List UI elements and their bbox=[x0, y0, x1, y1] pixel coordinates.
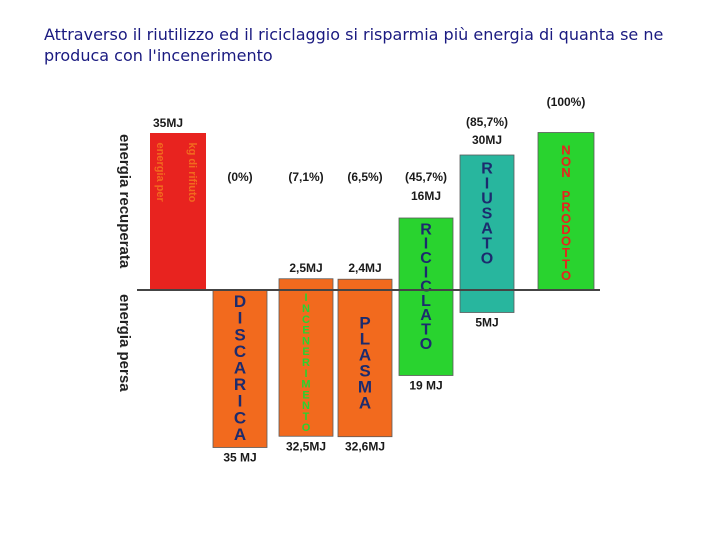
category-label-letter: A bbox=[234, 425, 246, 444]
category-label-letter: O bbox=[561, 154, 571, 169]
category-label-letter: O bbox=[302, 422, 311, 434]
bar-lost bbox=[337, 289, 393, 438]
category-label-letter: A bbox=[481, 220, 493, 237]
value-label-bottom: 32,5MJ bbox=[286, 439, 326, 453]
category-label-letter: D bbox=[234, 292, 246, 311]
value-label-top: 2,5MJ bbox=[289, 261, 322, 275]
category-label-letter: L bbox=[360, 329, 370, 348]
category-label-letter: S bbox=[359, 361, 370, 380]
category-label-letter: O bbox=[561, 211, 571, 226]
category-label-letter: O bbox=[561, 234, 571, 249]
category-label-letter: O bbox=[561, 268, 571, 283]
category-label-letter: A bbox=[359, 345, 371, 364]
category-label-letter: T bbox=[303, 411, 310, 423]
reference-label: 35MJ bbox=[153, 116, 183, 130]
value-label-bottom: 35 MJ bbox=[223, 451, 256, 465]
box-label-right: kg di rifiuto bbox=[186, 143, 198, 203]
category-label-letter: C bbox=[234, 342, 246, 361]
category-label-letter: I bbox=[238, 309, 243, 328]
axis-label-recovered: energia recuperata bbox=[116, 134, 133, 269]
category-label-letter: A bbox=[234, 358, 246, 377]
bar-recovered bbox=[459, 154, 515, 291]
value-label-top: 2,4MJ bbox=[348, 261, 381, 275]
category-label-letter: E bbox=[302, 389, 309, 401]
percent-label: (0%) bbox=[227, 170, 252, 184]
category-label-letter: R bbox=[481, 160, 493, 177]
percent-label: (7,1%) bbox=[288, 170, 323, 184]
category-label-letter: I bbox=[238, 392, 243, 411]
category-label-letter: A bbox=[420, 307, 432, 324]
box-label-left: energia per bbox=[154, 143, 166, 203]
category-label-letter: C bbox=[234, 408, 246, 427]
value-label-bottom: 32,6MJ bbox=[345, 440, 385, 454]
value-label-top: 30MJ bbox=[472, 133, 502, 147]
category-label-letter: I bbox=[424, 264, 428, 281]
category-label-letter: N bbox=[561, 165, 570, 180]
bar-recovered bbox=[278, 278, 334, 291]
category-label-letter: S bbox=[234, 325, 245, 344]
category-label-letter: N bbox=[302, 303, 310, 315]
category-label-letter: I bbox=[424, 236, 428, 253]
bar-lost bbox=[398, 289, 454, 376]
category-label-letter: O bbox=[420, 336, 432, 353]
category-label-letter: R bbox=[420, 221, 432, 238]
category-label-letter: N bbox=[302, 400, 310, 412]
category-label-letter: N bbox=[302, 335, 310, 347]
category-label-letter: I bbox=[485, 175, 489, 192]
bar-recovered bbox=[537, 132, 595, 291]
category-label-letter: P bbox=[562, 188, 571, 203]
bar-lost bbox=[459, 289, 515, 313]
category-label-letter: D bbox=[561, 222, 570, 237]
value-label-top: 16MJ bbox=[411, 189, 441, 203]
bar-recovered bbox=[398, 217, 454, 291]
category-label-letter: O bbox=[481, 250, 493, 267]
category-label-letter: N bbox=[561, 142, 570, 157]
category-label-letter: I bbox=[304, 368, 307, 380]
category-label-letter: C bbox=[302, 314, 310, 326]
category-label-letter: E bbox=[302, 325, 309, 337]
category-label-letter: I bbox=[304, 292, 307, 304]
bar-recovered bbox=[337, 278, 393, 291]
category-label-letter: M bbox=[358, 377, 372, 396]
category-label-letter: L bbox=[421, 293, 431, 310]
page-title: Attraverso il riutilizzo ed il riciclagg… bbox=[44, 25, 664, 65]
category-label-letter: S bbox=[482, 205, 493, 222]
category-label-letter: T bbox=[562, 245, 570, 260]
bar-lost bbox=[278, 289, 334, 437]
value-label-bottom: 5MJ bbox=[475, 316, 498, 330]
axis-label-lost: energia persa bbox=[116, 294, 133, 392]
category-label-letter: R bbox=[561, 199, 571, 214]
reference-bar bbox=[150, 133, 206, 290]
percent-label: (85,7%) bbox=[466, 115, 508, 129]
category-label-letter: T bbox=[562, 256, 570, 271]
category-label-letter: P bbox=[359, 313, 370, 332]
category-label-letter: R bbox=[302, 357, 310, 369]
percent-label: (100%) bbox=[547, 95, 586, 109]
category-label-letter: E bbox=[302, 346, 309, 358]
percent-label: (6,5%) bbox=[347, 170, 382, 184]
category-label-letter: T bbox=[482, 235, 492, 252]
category-label-letter: A bbox=[359, 393, 371, 412]
category-label-letter: M bbox=[301, 379, 310, 391]
category-label-letter: C bbox=[420, 279, 432, 296]
percent-label: (45,7%) bbox=[405, 170, 447, 184]
category-label-letter: R bbox=[234, 375, 246, 394]
category-label-letter: U bbox=[481, 190, 493, 207]
category-label-letter: T bbox=[421, 322, 431, 339]
value-label-bottom: 19 MJ bbox=[409, 379, 442, 393]
category-label-letter: C bbox=[420, 250, 432, 267]
